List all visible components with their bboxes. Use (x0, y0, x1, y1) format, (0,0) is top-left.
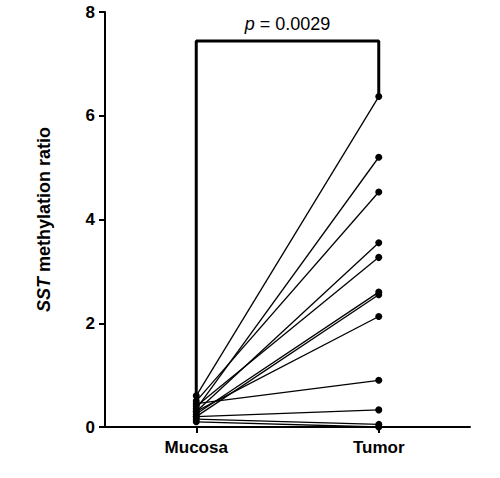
svg-text:0: 0 (86, 418, 95, 437)
svg-text:4: 4 (86, 210, 96, 229)
svg-text:methylation ratio: methylation ratio (34, 127, 54, 277)
svg-text:p: p (244, 14, 255, 34)
svg-text:2: 2 (86, 314, 95, 333)
svg-text:8: 8 (86, 3, 95, 22)
svg-text:Tumor: Tumor (353, 438, 405, 457)
svg-text:SST: SST (34, 275, 54, 312)
svg-text:= 0.0029: = 0.0029 (255, 14, 331, 34)
svg-text:Mucosa: Mucosa (165, 438, 229, 457)
svg-text:6: 6 (86, 106, 95, 125)
